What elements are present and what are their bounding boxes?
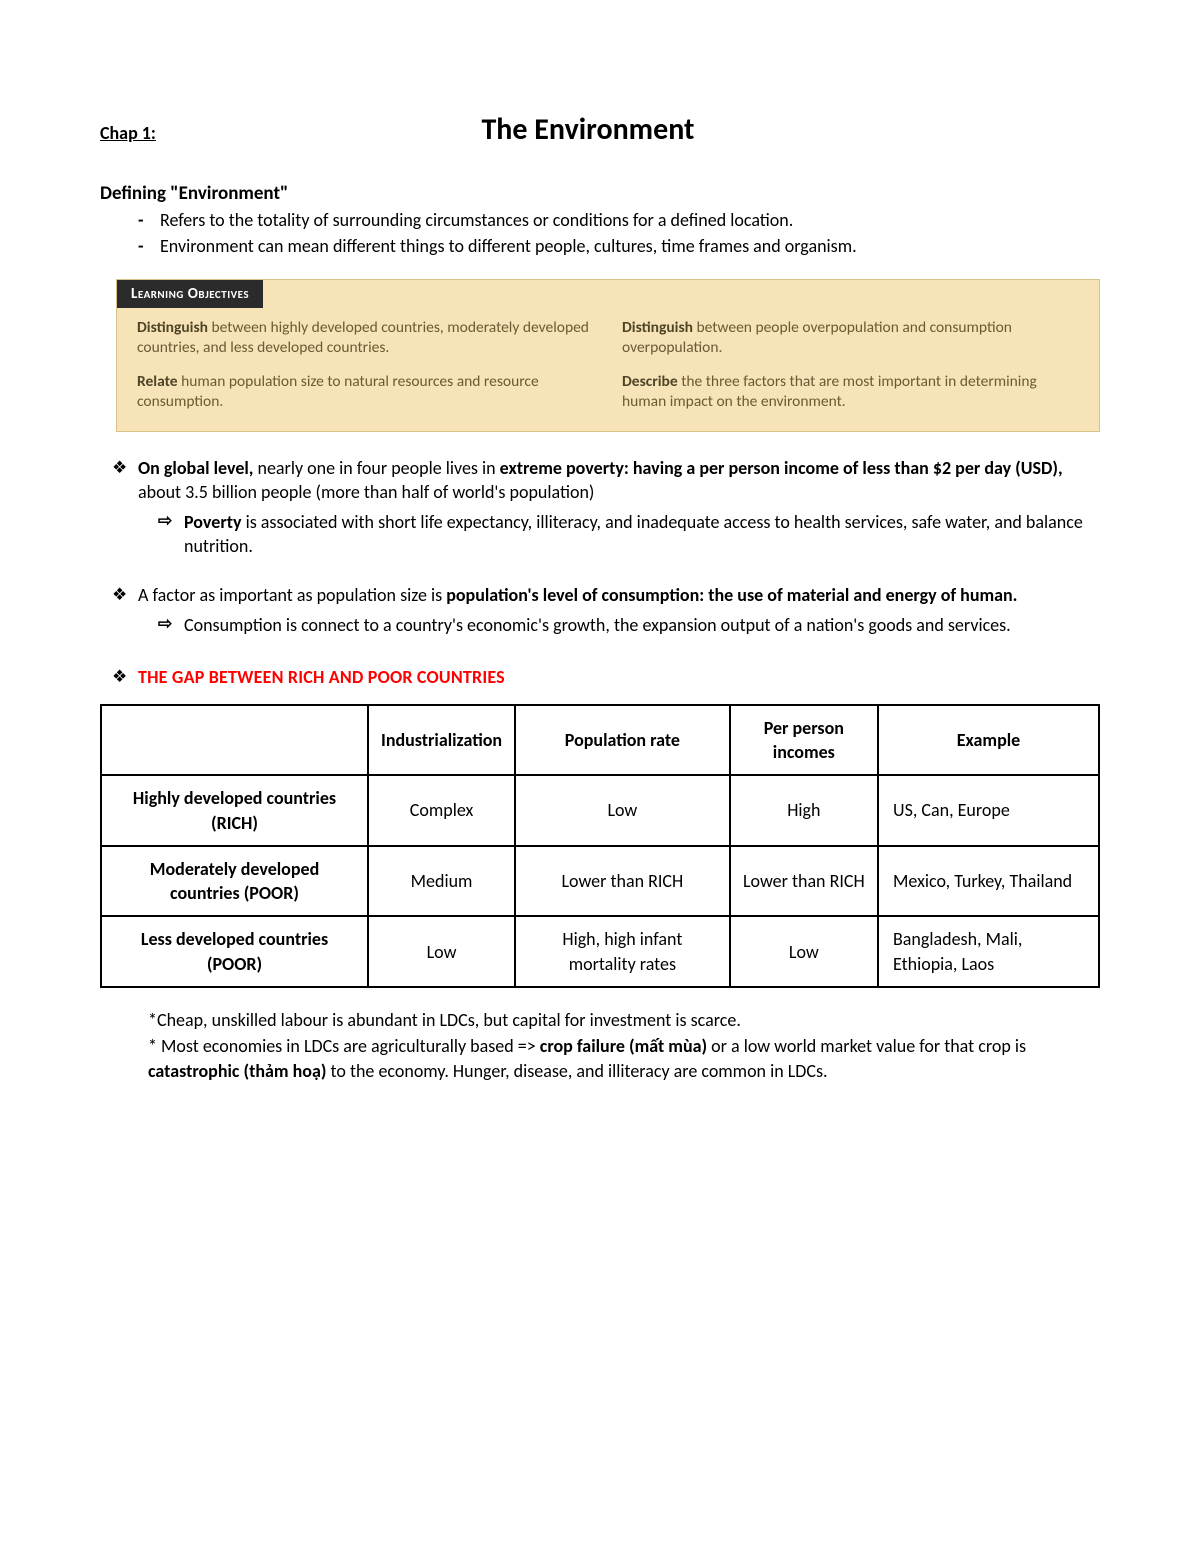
objective-verb: Describe <box>622 372 678 391</box>
sub-point-text: Poverty is associated with short life ex… <box>184 510 1100 559</box>
fn-text: or a low world market value for that cro… <box>707 1035 1026 1057</box>
defining-bullet: Refers to the totality of surrounding ci… <box>160 208 1100 232</box>
table-row: Less developed countries (POOR) Low High… <box>101 916 1099 987</box>
kp-text: about 3.5 billion people (more than half… <box>138 481 594 503</box>
table-header-cell: Industrialization <box>368 705 515 776</box>
table-cell: Low <box>730 916 878 987</box>
footnote-line: * Most economies in LDCs are agricultura… <box>148 1034 1090 1083</box>
footnote-line: *Cheap, unskilled labour is abundant in … <box>148 1008 1090 1032</box>
chapter-label: Chap 1: <box>100 121 156 145</box>
gap-table: Industrialization Population rate Per pe… <box>100 704 1100 988</box>
table-row: Highly developed countries (RICH) Comple… <box>101 775 1099 846</box>
objective-item: Distinguish between people overpopulatio… <box>622 318 1079 358</box>
table-cell: High, high infant mortality rates <box>515 916 730 987</box>
fn-bold: crop failure (mất mùa) <box>540 1035 707 1057</box>
table-cell: Medium <box>368 846 515 917</box>
objective-item: Describe the three factors that are most… <box>622 372 1079 412</box>
fn-bold: catastrophic (thảm hoạ) <box>148 1060 326 1082</box>
kp-bold: population's level of consumption: the u… <box>446 584 1017 606</box>
kp-bold: extreme poverty: having a per person inc… <box>500 457 1063 479</box>
page-title: The Environment <box>156 110 1100 151</box>
defining-bullet: Environment can mean different things to… <box>160 234 1100 258</box>
key-point: ❖ THE GAP BETWEEN RICH AND POOR COUNTRIE… <box>100 665 1100 689</box>
key-point: ❖ On global level, nearly one in four pe… <box>100 456 1100 505</box>
table-header-cell <box>101 705 368 776</box>
table-cell: Lower than RICH <box>730 846 878 917</box>
learning-objectives-box: Learning Objectives Distinguish between … <box>116 279 1100 432</box>
table-cell: Bangladesh, Mali, Ethiopia, Laos <box>878 916 1099 987</box>
footnotes: *Cheap, unskilled labour is abundant in … <box>100 1008 1100 1083</box>
table-cell: Lower than RICH <box>515 846 730 917</box>
row-label: Moderately developed countries (POOR) <box>101 846 368 917</box>
key-point-content: On global level, nearly one in four peop… <box>138 456 1100 505</box>
table-cell: High <box>730 775 878 846</box>
sub-rest: Consumption is connect to a country's ec… <box>184 614 1011 636</box>
learning-objectives-tab: Learning Objectives <box>117 280 263 308</box>
defining-heading: Defining "Environment" <box>100 181 1100 207</box>
sub-bold: Poverty <box>184 511 242 533</box>
objective-text: the three factors that are most importan… <box>622 372 1037 411</box>
sub-point: ⇨ Consumption is connect to a country's … <box>100 613 1100 637</box>
sub-rest: is associated with short life expectancy… <box>184 511 1083 557</box>
sub-point-text: Consumption is connect to a country's ec… <box>184 613 1100 637</box>
table-header-cell: Population rate <box>515 705 730 776</box>
table-row: Moderately developed countries (POOR) Me… <box>101 846 1099 917</box>
objective-item: Relate human population size to natural … <box>137 372 594 412</box>
table-cell: Low <box>515 775 730 846</box>
table-cell: Complex <box>368 775 515 846</box>
table-cell: Low <box>368 916 515 987</box>
diamond-icon: ❖ <box>112 665 138 689</box>
table-header-cell: Per person incomes <box>730 705 878 776</box>
fn-text: * Most economies in LDCs are agricultura… <box>148 1035 540 1057</box>
sub-point: ⇨ Poverty is associated with short life … <box>100 510 1100 559</box>
kp-text: nearly one in four people lives in <box>253 457 499 479</box>
table-cell: Mexico, Turkey, Thailand <box>878 846 1099 917</box>
key-point-content: A factor as important as population size… <box>138 583 1100 607</box>
key-point: ❖ A factor as important as population si… <box>100 583 1100 607</box>
diamond-icon: ❖ <box>112 456 138 505</box>
table-cell: US, Can, Europe <box>878 775 1099 846</box>
defining-list: Refers to the totality of surrounding ci… <box>100 208 1100 259</box>
header-row: Chap 1: The Environment <box>100 110 1100 151</box>
learning-objectives-grid: Distinguish between highly developed cou… <box>117 308 1099 431</box>
table-header-row: Industrialization Population rate Per pe… <box>101 705 1099 776</box>
objective-text: human population size to natural resourc… <box>137 372 539 411</box>
table-header-cell: Example <box>878 705 1099 776</box>
fn-text: to the economy. Hunger, disease, and ill… <box>326 1060 827 1082</box>
kp-bold: On global level, <box>138 457 253 479</box>
objective-verb: Relate <box>137 372 178 391</box>
row-label: Less developed countries (POOR) <box>101 916 368 987</box>
objective-verb: Distinguish <box>622 318 693 337</box>
objective-verb: Distinguish <box>137 318 208 337</box>
objective-item: Distinguish between highly developed cou… <box>137 318 594 358</box>
arrow-icon: ⇨ <box>158 510 184 559</box>
arrow-icon: ⇨ <box>158 613 184 637</box>
gap-heading: THE GAP BETWEEN RICH AND POOR COUNTRIES <box>138 665 1100 689</box>
diamond-icon: ❖ <box>112 583 138 607</box>
kp-text: A factor as important as population size… <box>138 584 446 606</box>
row-label: Highly developed countries (RICH) <box>101 775 368 846</box>
